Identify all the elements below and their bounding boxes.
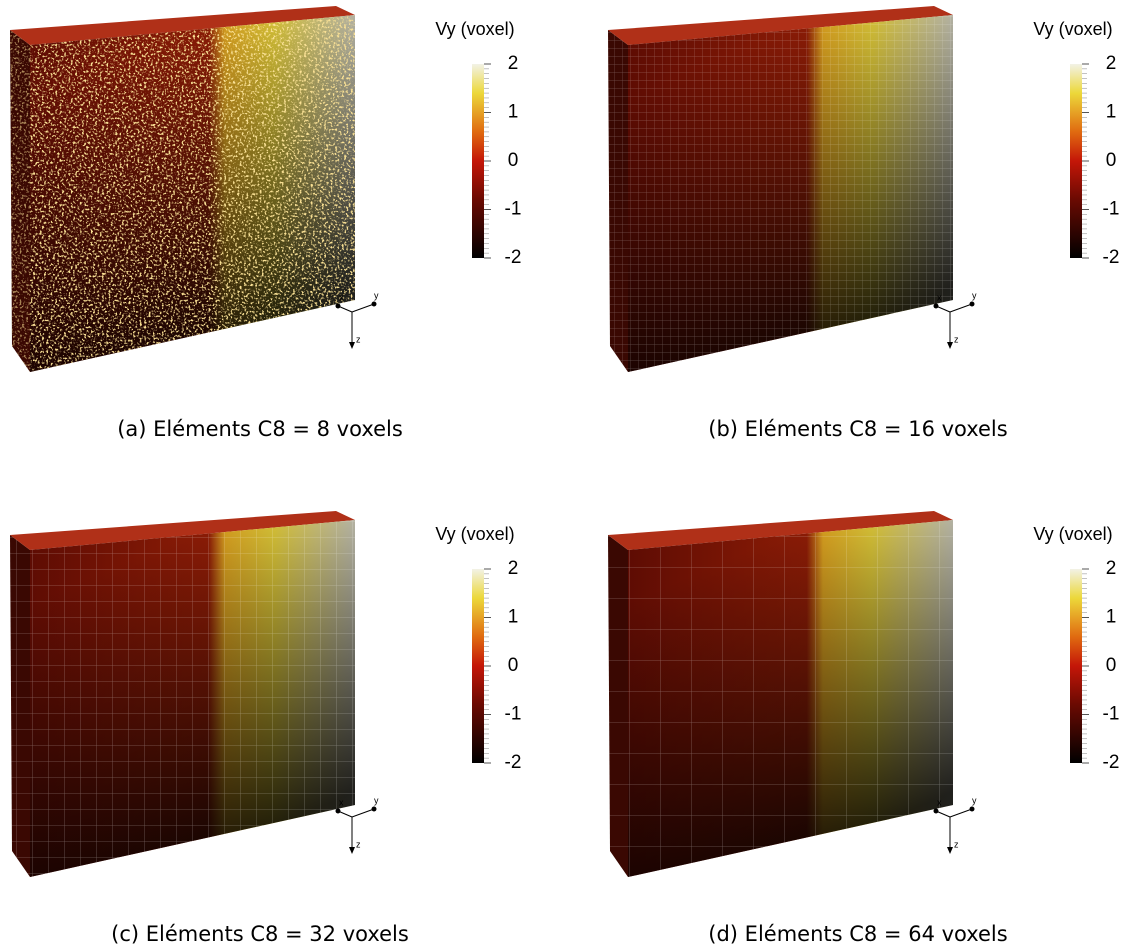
axis-label: x bbox=[339, 797, 344, 807]
panel: x y z Vy (voxel) 2 1 0 -1 -2 (d) Eléments C8 = 64… bbox=[608, 511, 1119, 946]
colorbar bbox=[1070, 64, 1082, 258]
triad-x bbox=[337, 810, 353, 818]
colorbar-tick-label: -2 bbox=[1103, 752, 1120, 773]
colorbar-tick-label: -2 bbox=[505, 752, 522, 773]
axis-label: z bbox=[954, 839, 959, 849]
colorbar-tick-label: 1 bbox=[508, 607, 519, 628]
colorbar bbox=[472, 64, 484, 258]
colorbar-tick-label: 0 bbox=[1106, 150, 1117, 171]
colorbar-tick-label: 0 bbox=[508, 655, 519, 676]
slab-top bbox=[608, 511, 953, 550]
colorbar-tick-label: 2 bbox=[1106, 558, 1117, 579]
mesh bbox=[30, 520, 355, 877]
triad-x bbox=[935, 810, 951, 818]
colorbar-tick-label: -1 bbox=[505, 199, 522, 220]
colorbar-tick-label: 2 bbox=[508, 558, 519, 579]
colorbar bbox=[1070, 569, 1082, 763]
triad-x bbox=[935, 305, 951, 313]
colorbar-tick-label: 0 bbox=[508, 150, 519, 171]
colorbar bbox=[472, 569, 484, 763]
colorbar-tick-label: 1 bbox=[1106, 607, 1117, 628]
axis-label: z bbox=[954, 334, 959, 344]
triad-y bbox=[351, 808, 375, 818]
triad-y bbox=[949, 303, 973, 313]
slab-top bbox=[10, 6, 355, 45]
triad-y bbox=[351, 303, 375, 313]
triad-y bbox=[949, 808, 973, 818]
axis-label: y bbox=[972, 795, 977, 805]
caption: (c) Eléments C8 = 32 voxels bbox=[111, 922, 409, 946]
triad-y-head bbox=[371, 806, 377, 812]
speckle bbox=[30, 15, 355, 372]
axis-label: x bbox=[937, 292, 942, 302]
axis-label: z bbox=[356, 839, 361, 849]
mesh bbox=[628, 15, 953, 372]
slab-top bbox=[608, 6, 953, 45]
mesh-side bbox=[10, 535, 30, 877]
slab-top bbox=[10, 511, 355, 550]
colorbar-tick-label: -1 bbox=[1103, 199, 1120, 220]
triad-x-head bbox=[335, 303, 341, 309]
colorbar-tick-label: 2 bbox=[1106, 53, 1117, 74]
triad-z-head bbox=[947, 847, 953, 854]
triad-z-head bbox=[349, 342, 355, 349]
colorbar-tick-label: 1 bbox=[508, 102, 519, 123]
colorbar-title: Vy (voxel) bbox=[1033, 524, 1112, 544]
mesh-side bbox=[608, 30, 628, 372]
speckle-side bbox=[10, 30, 30, 372]
axis-label: x bbox=[339, 292, 344, 302]
triad-y-head bbox=[969, 806, 975, 812]
triad-x-head bbox=[933, 808, 939, 814]
colorbar-tick-label: -2 bbox=[505, 247, 522, 268]
axis-label: z bbox=[356, 334, 361, 344]
colorbar-tick-label: -1 bbox=[1103, 704, 1120, 725]
axis-label: y bbox=[374, 290, 379, 300]
colorbar-tick-label: 1 bbox=[1106, 102, 1117, 123]
colorbar-title: Vy (voxel) bbox=[435, 19, 514, 39]
panel: x y z Vy (voxel) 2 1 0 -1 -2 (a) Eléments C8 = 8 … bbox=[10, 6, 521, 441]
axis-label: y bbox=[972, 290, 977, 300]
caption: (a) Eléments C8 = 8 voxels bbox=[117, 417, 403, 441]
triad-x-head bbox=[933, 303, 939, 309]
colorbar-tick-label: 0 bbox=[1106, 655, 1117, 676]
colorbar-title: Vy (voxel) bbox=[1033, 19, 1112, 39]
colorbar-tick-label: -2 bbox=[1103, 247, 1120, 268]
axis-label: x bbox=[937, 797, 942, 807]
caption: (b) Eléments C8 = 16 voxels bbox=[708, 417, 1007, 441]
mesh-side bbox=[608, 535, 628, 877]
caption: (d) Eléments C8 = 64 voxels bbox=[708, 922, 1007, 946]
mesh bbox=[628, 520, 953, 877]
panel: x y z Vy (voxel) 2 1 0 -1 -2 (c) Eléments C8 = 32… bbox=[10, 511, 521, 946]
colorbar-tick-label: 2 bbox=[508, 53, 519, 74]
triad-z-head bbox=[349, 847, 355, 854]
triad-y-head bbox=[969, 301, 975, 307]
triad-y-head bbox=[371, 301, 377, 307]
triad-x bbox=[337, 305, 353, 313]
panel: x y z Vy (voxel) 2 1 0 -1 -2 (b) Eléments C8 = 16… bbox=[608, 6, 1119, 441]
axis-label: y bbox=[374, 795, 379, 805]
triad-x-head bbox=[335, 808, 341, 814]
colorbar-title: Vy (voxel) bbox=[435, 524, 514, 544]
colorbar-tick-label: -1 bbox=[505, 704, 522, 725]
triad-z-head bbox=[947, 342, 953, 349]
